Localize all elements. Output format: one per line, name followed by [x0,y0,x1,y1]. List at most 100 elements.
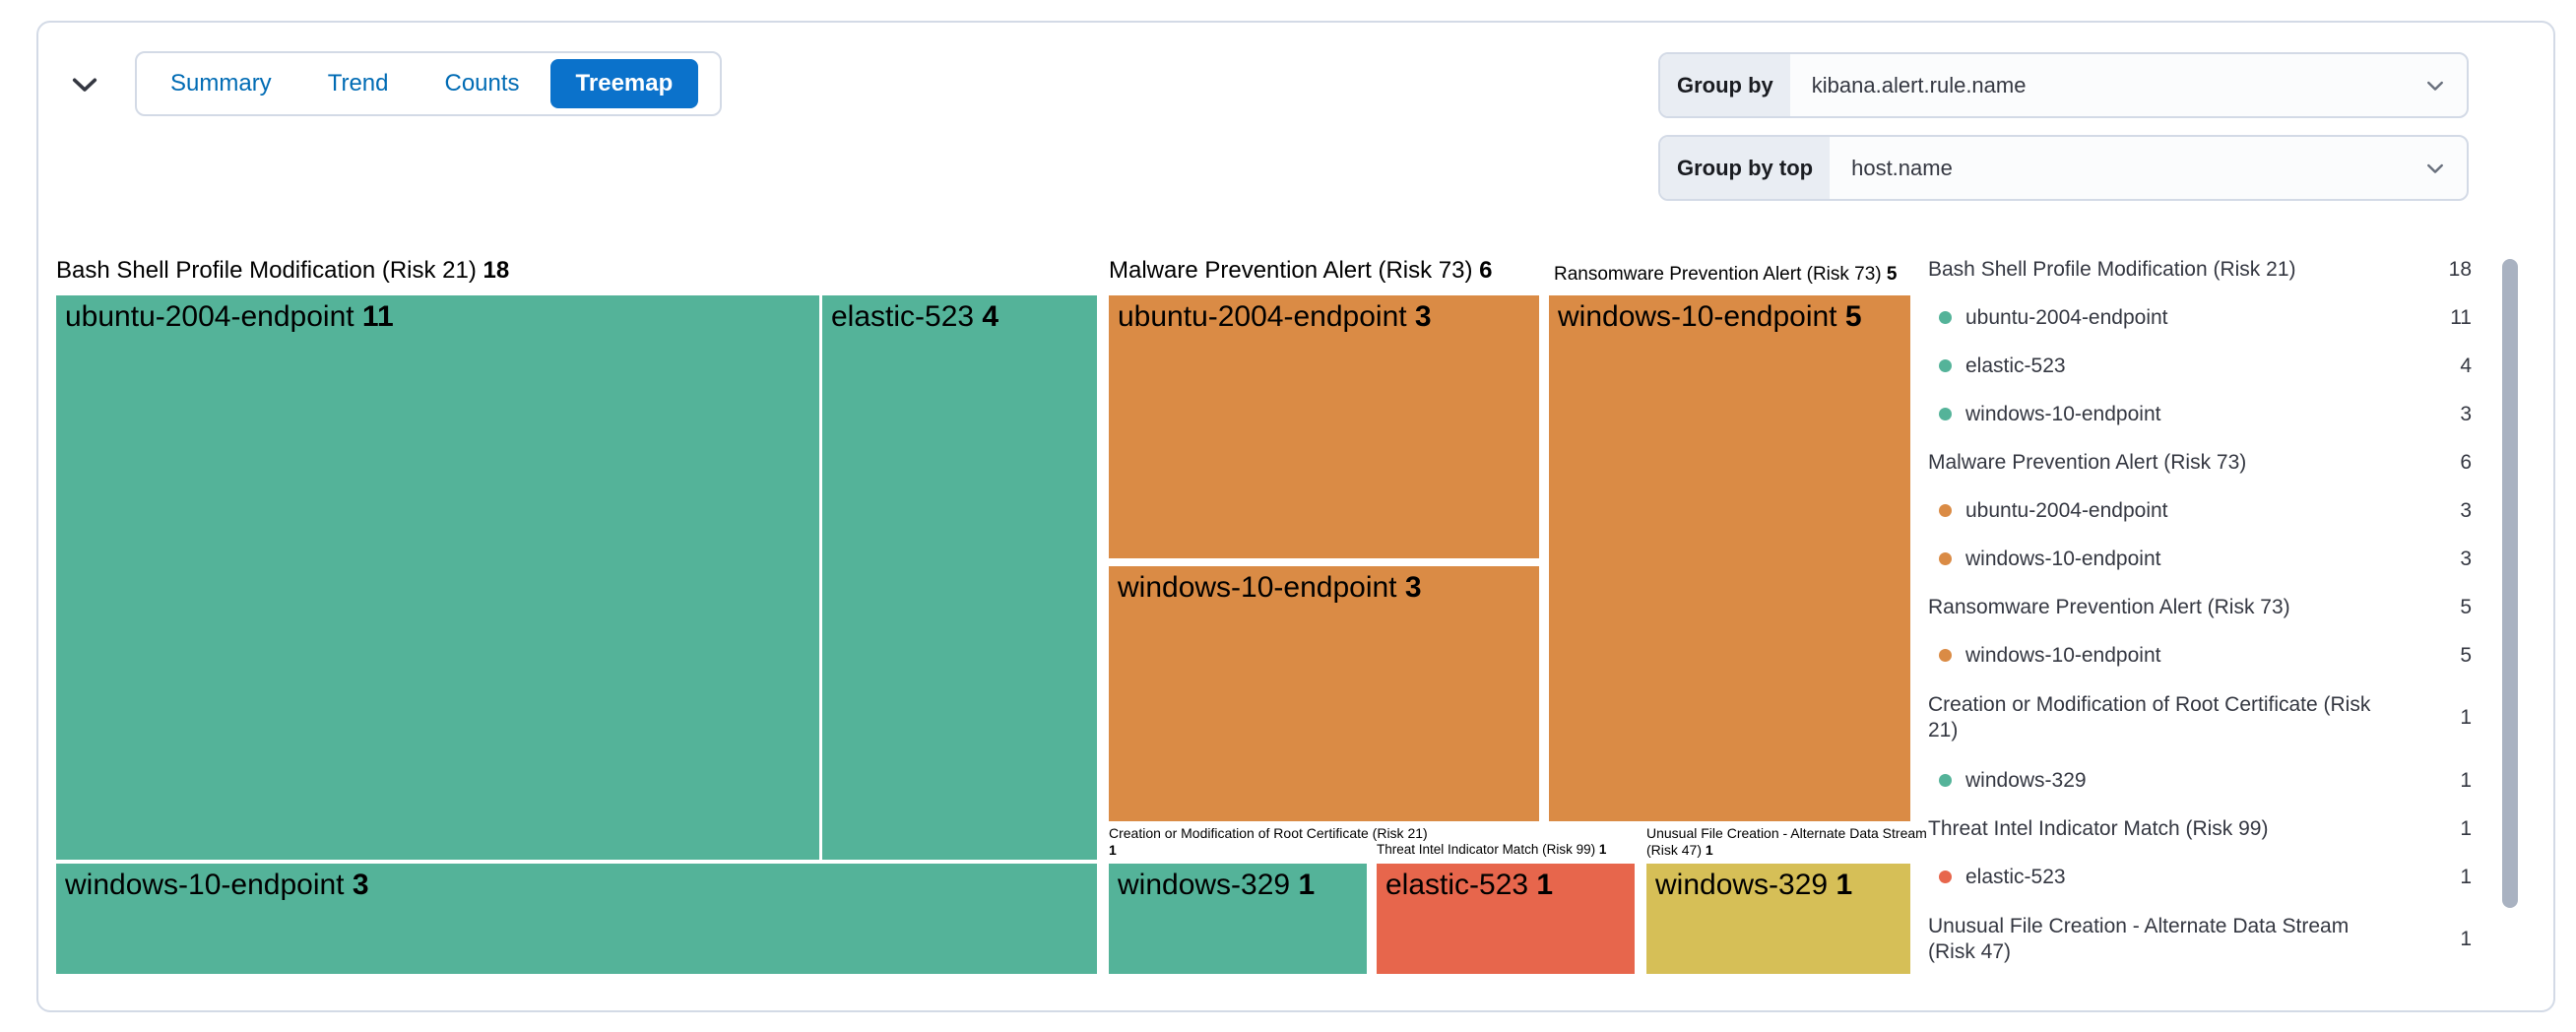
legend-label: Unusual File Creation - Alternate Data S… [1928,915,2350,963]
legend-label: Threat Intel Indicator Match (Risk 99) [1928,816,2269,840]
legend-scrollbar-thumb[interactable] [2502,259,2518,908]
legend-color-dot [1939,552,1952,565]
legend-count: 1 [2460,865,2472,888]
treemap-section-header: Creation or Modification of Root Certifi… [1109,825,1434,859]
group-by-top-value: host.name [1851,155,1953,180]
legend-rule-row[interactable]: Bash Shell Profile Modification (Risk 21… [1928,245,2472,293]
host-count: 1 [1536,869,1554,901]
legend-count: 18 [2448,257,2472,281]
legend-color-dot [1939,359,1952,372]
legend-count: 1 [2460,928,2472,950]
rule-name: Creation or Modification of Root Certifi… [1109,825,1428,841]
legend-count: 3 [2460,402,2472,425]
host-count: 11 [361,300,394,333]
legend-host-row[interactable]: windows-10-endpoint 3 [1928,535,2472,583]
treemap-block[interactable]: windows-329 1 [1109,864,1367,974]
chart-type-button-group: Summary Trend Counts Treemap [135,51,722,116]
host-count: 5 [1844,300,1862,333]
treemap-block[interactable]: ubuntu-2004-endpoint 11 [56,295,819,860]
treemap-section-header: Ransomware Prevention Alert (Risk 73) 5 [1554,264,1928,287]
treemap-block[interactable]: windows-329 1 [1646,864,1910,974]
group-by-select[interactable]: Group by kibana.alert.rule.name [1658,52,2469,118]
treemap-block[interactable]: windows-10-endpoint 5 [1549,295,1910,821]
legend-host-row[interactable]: ubuntu-2004-endpoint 3 [1928,486,2472,535]
tab-summary[interactable]: Summary [145,59,297,108]
legend-rule-row[interactable]: Threat Intel Indicator Match (Risk 99) 1 [1928,805,2472,853]
legend-host-row[interactable]: windows-10-endpoint 5 [1928,631,2472,679]
chevron-down-icon [2423,54,2467,116]
rule-count: 1 [1705,841,1713,858]
chart-legend: Bash Shell Profile Modification (Risk 21… [1928,245,2472,978]
legend-label: ubuntu-2004-endpoint [1965,305,2168,329]
treemap-block[interactable]: elastic-523 1 [1377,864,1635,974]
rule-name: Ransomware Prevention Alert (Risk 73) [1554,264,1887,285]
rule-count: 18 [483,257,510,284]
legend-label: windows-10-endpoint [1965,643,2161,667]
rule-name: Bash Shell Profile Modification (Risk 21… [56,257,483,284]
legend-rule-row[interactable]: Malware Prevention Alert (Risk 73) 6 [1928,438,2472,486]
chevron-down-icon [2423,137,2467,199]
host-name: windows-329 [1655,869,1836,901]
tab-treemap[interactable]: Treemap [549,59,699,108]
legend-rule-row[interactable]: Ransomware Prevention Alert (Risk 73) 5 [1928,583,2472,631]
legend-count: 5 [2460,595,2472,618]
legend-count: 6 [2460,450,2472,474]
legend-label: elastic-523 [1965,865,2066,888]
legend-rule-row[interactable]: Creation or Modification of Root Certifi… [1928,679,2472,756]
tab-trend[interactable]: Trend [302,59,415,108]
host-name: windows-329 [1118,869,1299,901]
host-count: 1 [1835,869,1853,901]
legend-host-row[interactable]: elastic-523 4 [1928,342,2472,390]
chevron-down-icon [70,70,99,99]
rule-count: 1 [1109,841,1117,858]
host-count: 1 [1298,869,1316,901]
treemap-block[interactable]: ubuntu-2004-endpoint 3 [1109,295,1539,558]
legend-count: 1 [2460,816,2472,840]
legend-color-dot [1939,649,1952,662]
treemap-block[interactable]: windows-10-endpoint 3 [1109,566,1539,821]
treemap-section-header: Malware Prevention Alert (Risk 73) 6 [1109,257,1552,286]
tab-counts[interactable]: Counts [419,59,546,108]
legend-label: Ransomware Prevention Alert (Risk 73) [1928,595,2290,618]
legend-label: Malware Prevention Alert (Risk 73) [1928,450,2247,474]
legend-label: Creation or Modification of Root Certifi… [1928,693,2371,742]
legend-host-row[interactable]: windows-10-endpoint 3 [1928,390,2472,438]
host-name: ubuntu-2004-endpoint [65,300,362,333]
host-name: windows-10-endpoint [65,869,353,901]
legend-label: windows-329 [1965,768,2087,792]
rule-count: 1 [1598,842,1607,857]
host-count: 3 [1404,571,1422,604]
legend-host-row[interactable]: elastic-523 1 [1928,853,2472,901]
rule-name: Unusual File Creation - Alternate Data S… [1646,825,1927,858]
legend-label: ubuntu-2004-endpoint [1965,498,2168,522]
host-count: 3 [1414,300,1432,333]
group-by-top-label: Group by top [1660,137,1831,199]
legend-label: elastic-523 [1965,354,2066,377]
legend-color-dot [1939,871,1952,883]
legend-label: windows-10-endpoint [1965,402,2161,425]
treemap-block[interactable]: elastic-523 4 [822,295,1097,860]
treemap-block[interactable]: windows-10-endpoint 3 [56,864,1097,974]
legend-label: Bash Shell Profile Modification (Risk 21… [1928,257,2296,281]
host-name: windows-10-endpoint [1118,571,1405,604]
legend-color-dot [1939,408,1952,420]
legend-host-row[interactable]: windows-329 1 [1928,756,2472,805]
treemap-section-header: Bash Shell Profile Modification (Risk 21… [56,257,686,286]
legend-host-row[interactable]: ubuntu-2004-endpoint 11 [1928,293,2472,342]
treemap-section-header: Unusual File Creation - Alternate Data S… [1646,825,1944,859]
rule-name: Threat Intel Indicator Match (Risk 99) [1377,842,1599,857]
group-by-top-select[interactable]: Group by top host.name [1658,135,2469,201]
legend-count: 5 [2460,643,2472,667]
group-by-label: Group by [1660,54,1790,116]
host-name: ubuntu-2004-endpoint [1118,300,1415,333]
legend-count: 4 [2460,354,2472,377]
legend-count: 3 [2460,498,2472,522]
legend-rule-row[interactable]: Unusual File Creation - Alternate Data S… [1928,901,2472,978]
host-name: windows-10-endpoint [1558,300,1845,333]
host-count: 4 [982,300,999,333]
legend-label: windows-10-endpoint [1965,547,2161,570]
panel-collapse-button[interactable] [63,63,106,106]
legend-color-dot [1939,774,1952,787]
